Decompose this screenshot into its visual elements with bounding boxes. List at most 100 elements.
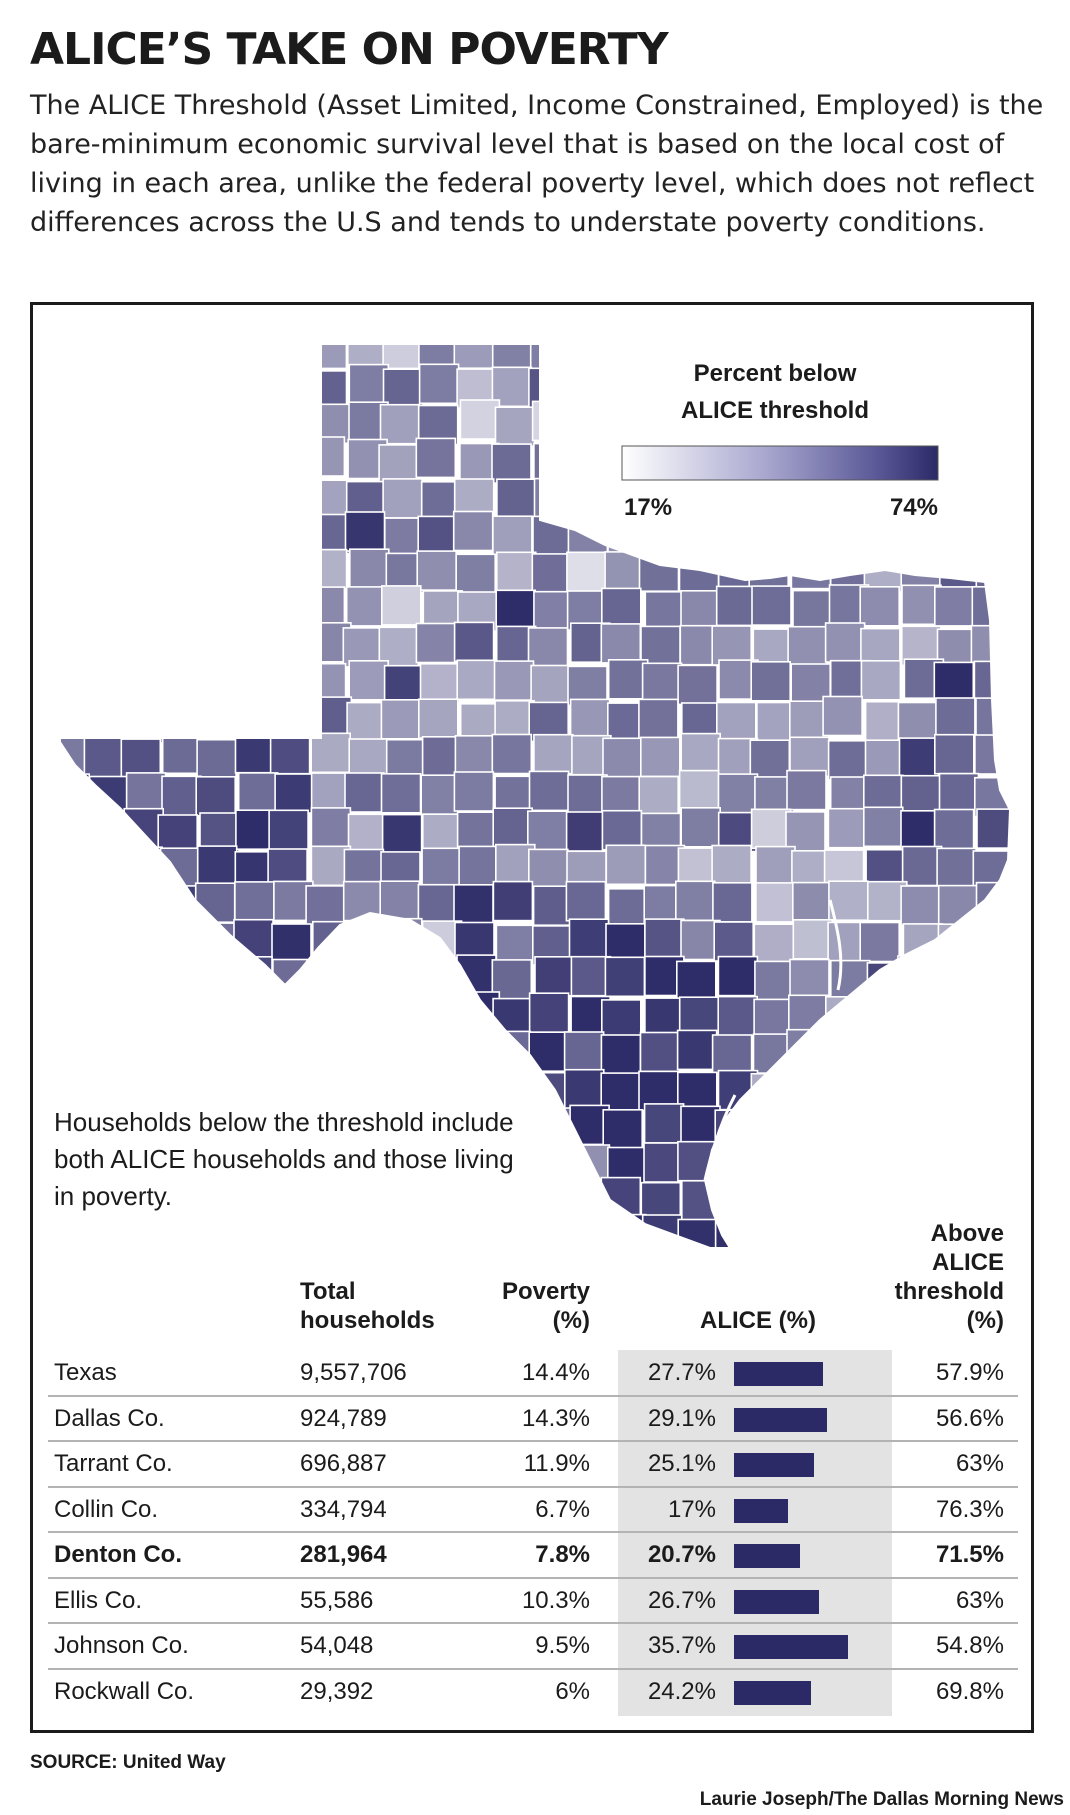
county-cell [643,1257,682,1296]
county-cell [533,590,574,632]
county-cell [493,660,535,701]
row-divider [48,1531,1018,1533]
county-cell [382,478,423,519]
county-cell [864,1033,905,1075]
county-cell [789,1066,831,1107]
county-cell [714,513,756,555]
county-cell [308,479,350,521]
county-cell [607,887,649,929]
county-cell [933,362,974,403]
county-cell [495,589,537,631]
county-cell [936,510,977,551]
county-cell [454,734,496,776]
county-cell [60,659,89,701]
county-cell [304,586,346,627]
county-cell [937,1072,979,1113]
county-cell [680,1180,722,1221]
county-cell [385,738,427,780]
row-above-threshold: 57.9% [935,1359,1004,1386]
county-cell [492,880,534,922]
county-cell [418,956,459,998]
row-divider [48,1440,1018,1442]
county-cell [528,1031,570,1072]
county-cell [198,997,240,1039]
county-cell [199,1032,240,1074]
county-cell [533,733,574,775]
county-cell [60,621,89,663]
county-cell [159,847,201,889]
county-cell [271,923,312,964]
county-cell [60,923,90,965]
row-name: Texas [54,1359,117,1386]
county-cell [791,1142,832,1184]
county-cell [677,664,718,706]
county-cell [531,1215,573,1248]
row-total-households: 696,887 [300,1450,387,1477]
county-cell [233,369,274,410]
county-cell [267,1216,309,1248]
county-cell [975,697,1010,738]
county-cell [87,366,129,407]
county-cell [714,1217,756,1248]
county-cell [453,883,494,925]
legend-title-line2: ALICE threshold [680,397,869,424]
county-cell [344,772,385,813]
county-cell [530,1177,571,1218]
county-cell [383,1066,425,1107]
county-cell [827,514,869,556]
county-cell [973,1144,1010,1186]
county-cell [458,1065,500,1106]
county-cell [527,848,569,890]
county-cell [902,1107,943,1149]
county-cell [453,771,495,812]
row-above-threshold: 56.6% [935,1404,1004,1432]
county-cell [60,733,87,774]
row-total-households: 54,048 [300,1632,374,1659]
county-cell [269,438,311,480]
county-cell [491,733,533,775]
county-cell [938,549,980,591]
county-cell [345,586,387,627]
county-cell [940,406,982,447]
county-cell [83,737,125,778]
county-cell [940,1179,981,1220]
county-cell [717,955,759,997]
county-cell [711,844,752,886]
county-cell [381,813,423,855]
row-name: Rockwall Co. [54,1677,195,1705]
county-cell [711,1034,753,1075]
county-cell [753,998,794,1040]
county-cell [639,736,681,778]
county-cell [60,344,86,374]
county-cell [269,733,311,775]
county-cell [751,585,792,626]
threshold-note: Households below the threshold include b… [54,1107,514,1211]
county-cell [124,665,165,707]
county-cell [973,660,1010,702]
county-cell [491,959,533,1000]
county-cell [307,998,349,1039]
county-cell [234,626,276,668]
county-cell [233,440,274,481]
county-cell [60,366,88,408]
county-cell [273,480,315,522]
county-cell [787,994,829,1036]
county-cell [348,738,390,779]
row-poverty: 10.3% [521,1586,590,1614]
county-cell [159,515,200,557]
county-cell [866,1068,908,1109]
county-cell [859,921,901,963]
county-cell [678,769,720,811]
county-cell [84,1252,123,1291]
county-cell [570,955,612,997]
county-cell [272,695,314,736]
county-cell [492,807,534,849]
county-cell [941,476,982,518]
county-cell [491,344,533,371]
county-cell [600,1176,642,1218]
row-name: Ellis Co. [54,1586,143,1614]
county-cell [158,958,200,1000]
row-above-threshold: 69.8% [935,1677,1004,1705]
county-cell [348,363,390,405]
county-cell [827,807,869,849]
